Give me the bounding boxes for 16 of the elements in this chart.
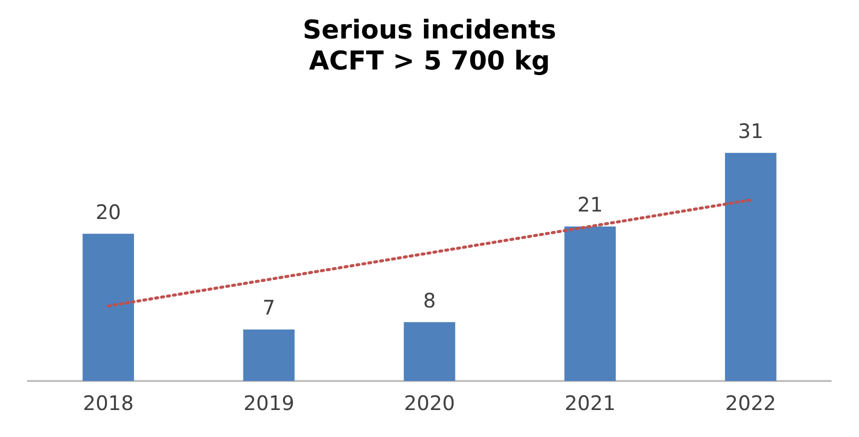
data-label: 20 bbox=[96, 200, 122, 224]
bar bbox=[404, 322, 456, 381]
x-tick-label: 2022 bbox=[725, 391, 776, 416]
bar bbox=[243, 329, 295, 381]
x-tick-label: 2021 bbox=[564, 391, 616, 416]
bar bbox=[82, 234, 134, 381]
data-label: 21 bbox=[577, 192, 603, 217]
bar bbox=[564, 226, 616, 381]
x-tick-label: 2020 bbox=[404, 391, 455, 416]
x-tick-label: 2018 bbox=[82, 391, 134, 416]
data-label: 7 bbox=[262, 296, 276, 320]
x-tick-label: 2019 bbox=[243, 391, 294, 416]
data-label: 31 bbox=[738, 119, 764, 144]
bar bbox=[725, 152, 776, 381]
chart-title: Serious incidents ACFT > 5 700 kg bbox=[302, 15, 556, 77]
data-label: 8 bbox=[423, 288, 436, 312]
